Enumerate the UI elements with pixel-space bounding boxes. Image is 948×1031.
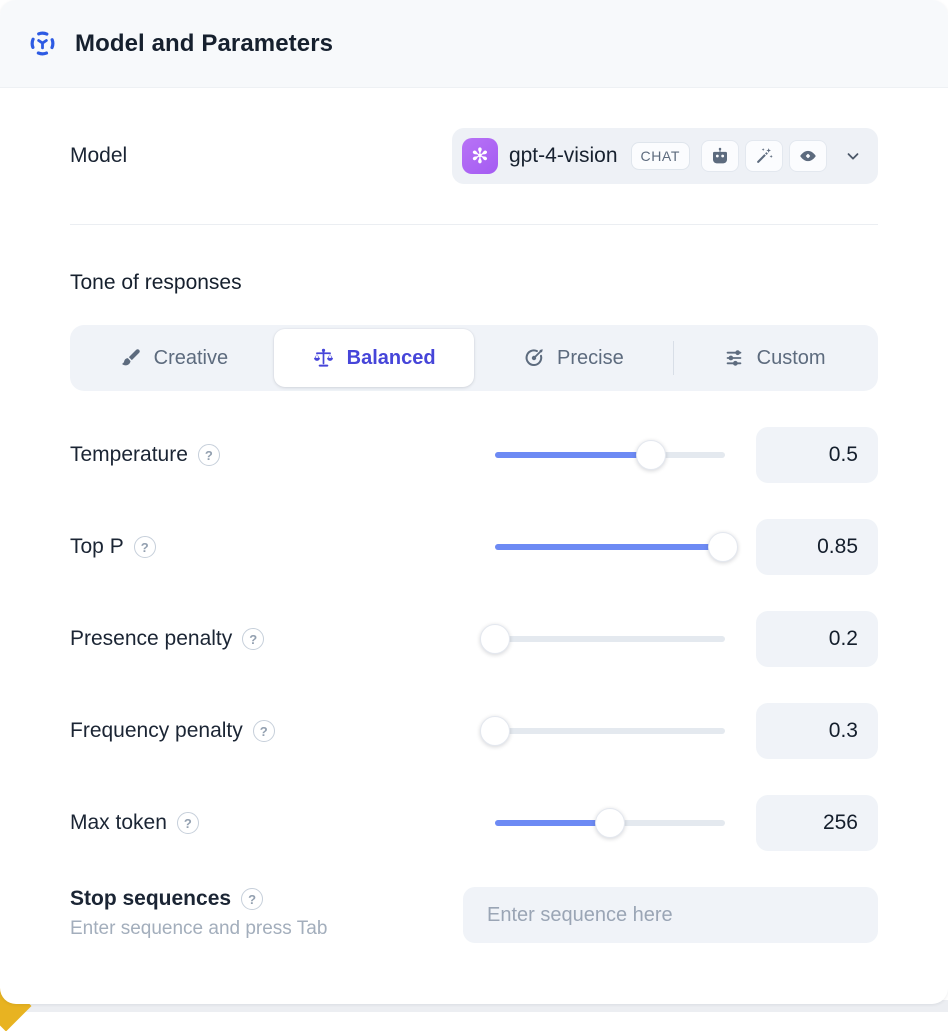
robot-icon bbox=[701, 140, 739, 172]
frequency-penalty-slider[interactable] bbox=[480, 716, 725, 746]
chevron-down-icon bbox=[844, 147, 862, 165]
sliders-icon bbox=[723, 347, 745, 369]
panel-header: Model and Parameters bbox=[0, 0, 948, 88]
model-row: Model ✻ gpt-4-vision CHAT bbox=[70, 128, 878, 184]
slider-fill bbox=[495, 820, 610, 826]
slider-track bbox=[495, 636, 725, 642]
panel-body: Model ✻ gpt-4-vision CHAT bbox=[0, 88, 948, 1004]
top-p-value: 0.85 bbox=[756, 519, 878, 575]
slider-fill bbox=[495, 544, 723, 550]
capability-badges bbox=[701, 140, 827, 172]
tab-separator bbox=[673, 341, 675, 375]
parameter-label: Top P bbox=[70, 535, 124, 558]
model-label: Model bbox=[70, 144, 128, 167]
slider-knob[interactable] bbox=[595, 808, 625, 838]
tab-label: Balanced bbox=[346, 346, 436, 369]
tab-label: Creative bbox=[153, 346, 229, 369]
vision-eye-icon bbox=[789, 140, 827, 172]
help-icon[interactable]: ? bbox=[176, 812, 199, 834]
temperature-slider[interactable] bbox=[495, 440, 725, 470]
stop-sequence-input[interactable] bbox=[463, 887, 878, 943]
magic-wand-icon bbox=[745, 140, 783, 172]
slider-knob[interactable] bbox=[707, 532, 738, 562]
help-icon[interactable]: ? bbox=[197, 444, 220, 466]
parameter-label: Presence penalty bbox=[70, 627, 233, 650]
paintbrush-icon bbox=[120, 347, 142, 369]
max-token-value: 256 bbox=[756, 795, 878, 851]
stop-sequences-row: Stop sequences ? Enter sequence and pres… bbox=[70, 887, 878, 943]
parameter-label: Temperature bbox=[70, 443, 188, 466]
tab-label: Precise bbox=[557, 346, 624, 369]
parameter-label: Frequency penalty bbox=[70, 719, 243, 742]
parameter-label: Max token bbox=[70, 811, 167, 834]
parameter-row-frequency-penalty: Frequency penalty ? 0.3 bbox=[70, 703, 878, 759]
parameter-list: Temperature ? 0.5 Top P ? bbox=[70, 427, 878, 851]
help-icon[interactable]: ? bbox=[242, 628, 265, 650]
model-select-dropdown[interactable]: ✻ gpt-4-vision CHAT bbox=[451, 128, 878, 184]
slider-knob[interactable] bbox=[636, 440, 667, 470]
help-icon[interactable]: ? bbox=[133, 536, 156, 558]
panel-title: Model and Parameters bbox=[75, 29, 334, 57]
frequency-penalty-value: 0.3 bbox=[756, 703, 878, 759]
tab-label: Custom bbox=[756, 346, 826, 369]
balance-scale-icon bbox=[312, 347, 335, 370]
parameter-row-temperature: Temperature ? 0.5 bbox=[70, 427, 878, 483]
slider-track bbox=[495, 728, 725, 734]
chat-type-badge: CHAT bbox=[630, 142, 690, 170]
section-divider bbox=[70, 224, 878, 225]
model-hub-icon bbox=[28, 29, 57, 58]
presence-penalty-slider[interactable] bbox=[480, 624, 725, 654]
tab-balanced[interactable]: Balanced bbox=[273, 329, 474, 387]
stop-sequences-labels: Stop sequences ? Enter sequence and pres… bbox=[70, 887, 327, 940]
temperature-value: 0.5 bbox=[756, 427, 878, 483]
tab-creative[interactable]: Creative bbox=[74, 329, 274, 387]
help-icon[interactable]: ? bbox=[252, 720, 275, 742]
slider-fill bbox=[495, 452, 652, 458]
target-icon bbox=[523, 347, 545, 369]
max-token-slider[interactable] bbox=[495, 808, 725, 838]
model-name: gpt-4-vision bbox=[508, 144, 618, 167]
slider-knob[interactable] bbox=[480, 624, 510, 654]
slider-knob[interactable] bbox=[480, 716, 510, 746]
tone-tab-bar: Creative Balanced bbox=[70, 325, 878, 391]
stop-sequences-label: Stop sequences bbox=[70, 887, 232, 910]
tone-heading: Tone of responses bbox=[70, 271, 242, 294]
stop-sequences-hint: Enter sequence and press Tab bbox=[70, 918, 328, 939]
presence-penalty-value: 0.2 bbox=[756, 611, 878, 667]
parameter-row-presence-penalty: Presence penalty ? 0.2 bbox=[70, 611, 878, 667]
model-parameters-panel: Model and Parameters Model ✻ gpt-4-visio… bbox=[0, 0, 948, 1004]
parameter-row-top-p: Top P ? 0.85 bbox=[70, 519, 878, 575]
parameter-row-max-token: Max token ? 256 bbox=[70, 795, 878, 851]
tab-precise[interactable]: Precise bbox=[474, 329, 674, 387]
help-icon[interactable]: ? bbox=[241, 888, 264, 910]
top-p-slider[interactable] bbox=[495, 532, 738, 562]
tab-custom[interactable]: Custom bbox=[674, 329, 874, 387]
openai-logo-icon: ✻ bbox=[461, 138, 498, 174]
